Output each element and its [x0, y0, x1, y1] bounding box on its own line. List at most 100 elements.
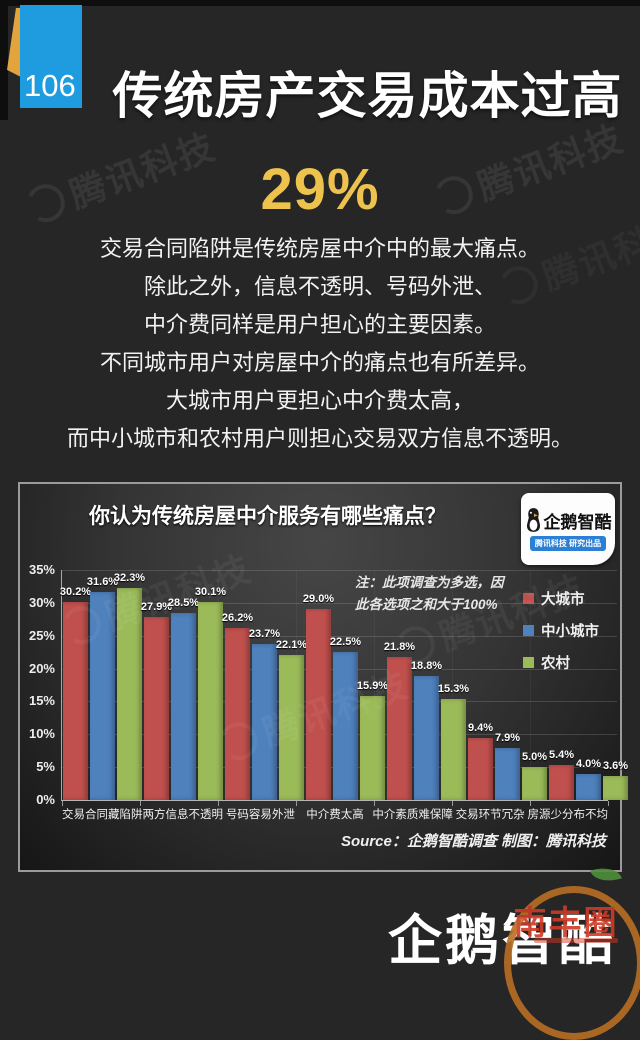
bar-value-label: 29.0% [302, 593, 335, 606]
bar-中小城市: 18.8% [411, 660, 442, 800]
y-tick-label: 35% [28, 562, 55, 577]
legend-entry-中小城市: 中小城市 [523, 614, 599, 646]
bar-value-label: 5.4% [548, 748, 575, 761]
summary-line: 中介费同样是用户担心的主要因素。 [143, 312, 496, 337]
bar-大城市: 21.8% [384, 641, 415, 800]
bar-value-label: 22.1% [275, 638, 308, 651]
bar-value-label: 21.8% [383, 640, 416, 653]
chart-title: 你认为传统房屋中介服务有哪些痛点？ [89, 505, 446, 528]
x-category-label: 交易环节冗杂 [455, 809, 525, 821]
y-tick-label: 5% [36, 759, 55, 775]
bar-value-label: 9.4% [467, 722, 494, 735]
x-tick-mark [608, 801, 609, 806]
x-tick-mark [452, 801, 453, 806]
chart-panel: 你认为传统房屋中介服务有哪些痛点？ 企鹅智酷 腾讯科技 研究出品 注：此项调查为… [18, 482, 628, 872]
logo-wordmark: 企鹅智酷 [543, 512, 612, 532]
left-edge-strip [0, 0, 8, 120]
bar-group: 27.9% 28.5% 30.1% [141, 570, 226, 800]
bar-group: 9.4% 7.9% 5.0% [467, 570, 548, 800]
bar-group: 30.2% 31.6% 32.3% [60, 570, 145, 800]
x-category-label: 房源少分布不均 [527, 809, 609, 821]
x-category-label: 交易合同藏陷阱 [62, 809, 143, 821]
bar-农村: 30.1% [195, 586, 226, 800]
x-tick-mark [140, 801, 141, 806]
chart-note: 注：此项调查为多选，因 此各选项之和大于100% [355, 572, 530, 616]
x-category-label: 号码容易外泄 [225, 809, 295, 821]
x-tick-mark [296, 801, 297, 806]
y-tick-label: 30% [28, 594, 55, 610]
chart-note-line: 此各选项之和大于100% [355, 597, 498, 612]
gridline [62, 570, 617, 571]
bar-中小城市: 31.6% [87, 576, 118, 800]
bar-大城市: 30.2% [60, 586, 91, 800]
bar-农村: 5.0% [522, 751, 547, 800]
penguin-intelligence-logo: 企鹅智酷 腾讯科技 研究出品 [521, 493, 615, 565]
page-title: 传统房产交易成本过高 [112, 68, 623, 124]
x-tick-mark [374, 801, 375, 806]
bar-value-label: 30.1% [194, 586, 227, 599]
y-tick-label: 0% [36, 792, 55, 807]
bar-大城市: 9.4% [468, 722, 493, 800]
gridline [62, 635, 617, 637]
legend-entry-农村: 农村 [523, 646, 599, 678]
bar-中小城市: 23.7% [249, 628, 280, 800]
bar-value-label: 4.0% [575, 757, 602, 770]
summary-line: 大城市用户更担心中介费太高， [165, 388, 474, 413]
bar-value-label: 23.7% [248, 628, 281, 641]
y-tick-label: 25% [28, 627, 55, 643]
x-category-label: 中介素质难保障 [372, 809, 453, 821]
bar-中小城市: 7.9% [495, 732, 520, 800]
summary-line: 不同城市用户对房屋中介的痛点也有所差异。 [99, 350, 540, 375]
category-separator [374, 570, 375, 800]
x-tick-mark [530, 801, 531, 806]
summary-line: 而中小城市和农村用户则担心交易双方信息不透明。 [66, 426, 573, 451]
legend-label: 大城市 [541, 591, 585, 608]
chart-legend: 大城市 中小城市 农村 [523, 582, 599, 678]
bar-中小城市: 22.5% [330, 636, 361, 800]
bar-value-label: 28.5% [167, 596, 200, 609]
bars-layer: 30.2% 31.6% 32.3% 27.9% 28.5% 30.1% 26.2% 23.7%… [60, 570, 628, 800]
bar-group: 5.4% 4.0% 3.6% [548, 570, 629, 800]
bar-value-label: 27.9% [140, 600, 173, 613]
logo-subtitle: 腾讯科技 研究出品 [529, 536, 607, 551]
bar-value-label: 32.3% [113, 571, 146, 584]
bar-大城市: 26.2% [222, 612, 253, 800]
bar-大城市: 27.9% [141, 601, 172, 800]
bar-value-label: 5.0% [521, 751, 548, 764]
bar-农村: 15.3% [438, 683, 469, 800]
bar-大城市: 29.0% [303, 593, 334, 800]
chart-note-line: 注：此项调查为多选，因 [355, 575, 504, 590]
legend-swatch [523, 592, 534, 604]
bar-农村: 32.3% [114, 572, 145, 800]
bar-农村: 15.9% [357, 680, 388, 800]
legend-swatch [523, 624, 534, 636]
bar-中小城市: 28.5% [168, 597, 199, 800]
legend-swatch [523, 656, 534, 668]
x-axis-line [62, 800, 608, 801]
category-separator [452, 570, 453, 800]
gridline [62, 602, 617, 604]
bar-value-label: 18.8% [410, 660, 443, 673]
x-category-label: 两方信息不透明 [142, 809, 224, 821]
page-number-badge: 106 [20, 5, 82, 108]
bar-农村: 3.6% [603, 760, 628, 800]
top-edge-strip [0, 0, 640, 6]
orange-stamp-watermark: 南丰圈 [496, 862, 640, 1040]
bar-中小城市: 4.0% [576, 758, 601, 800]
y-tick-label: 15% [28, 693, 55, 709]
y-tick-label: 20% [28, 660, 55, 676]
bar-value-label: 30.2% [59, 585, 92, 598]
chart-source: Source：企鹅智酷调查 制图：腾讯科技 [340, 833, 606, 850]
headline-statistic: 29% [260, 157, 380, 222]
stamp-small-text-line [534, 938, 618, 943]
bar-value-label: 22.5% [329, 636, 362, 649]
y-axis-line [61, 570, 62, 801]
bar-大城市: 5.4% [549, 749, 574, 800]
x-tick-mark [62, 801, 63, 806]
legend-label: 中小城市 [541, 623, 599, 640]
legend-label: 农村 [541, 655, 570, 672]
bar-value-label: 31.6% [86, 576, 119, 589]
bar-value-label: 7.9% [494, 732, 521, 745]
penguin-icon [526, 508, 540, 532]
bar-value-label: 26.2% [221, 611, 254, 624]
